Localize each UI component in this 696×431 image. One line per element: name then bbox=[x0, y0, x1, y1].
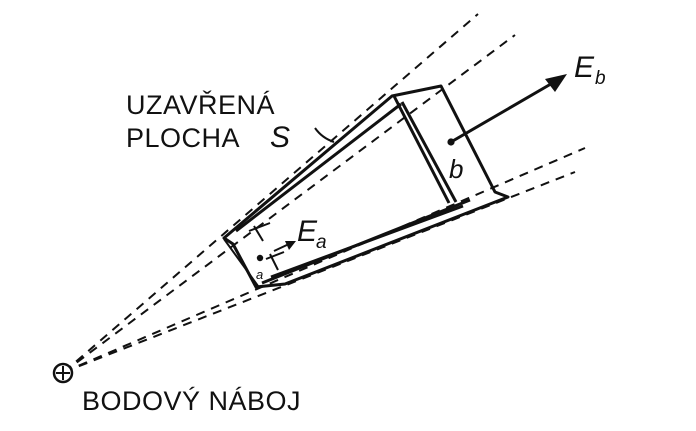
surface-top-edge-inner bbox=[235, 102, 402, 233]
field-b-symbol: E bbox=[574, 51, 595, 84]
cone-line-upper-outer bbox=[63, 13, 479, 373]
charge-label: BODOVÝ NÁBOJ bbox=[82, 386, 301, 416]
field-a-arrowhead bbox=[285, 241, 296, 250]
end-face-b-inner-edge bbox=[400, 101, 458, 203]
point-charge: BODOVÝ NÁBOJ bbox=[52, 362, 301, 416]
surface-label-pointer bbox=[314, 127, 335, 143]
surface-bottom-edge-inner bbox=[270, 204, 464, 279]
point-a-tick-bottom-bar bbox=[265, 251, 285, 260]
surface-label: UZAVŘENÁ PLOCHA S bbox=[126, 89, 335, 154]
point-b-group: b bbox=[447, 74, 567, 184]
point-a-label: a bbox=[256, 267, 263, 282]
field-a-subscript: a bbox=[316, 232, 327, 253]
cone-line-lower-inner bbox=[63, 147, 586, 373]
field-b-arrowhead bbox=[545, 74, 567, 92]
field-b-subscript: b bbox=[595, 68, 606, 89]
surface-label-line1: UZAVŘENÁ bbox=[126, 89, 275, 120]
point-b-label: b bbox=[449, 154, 463, 184]
surface-outline bbox=[222, 84, 510, 289]
field-a-arrow-shaft bbox=[273, 243, 290, 252]
point-a-dot bbox=[256, 254, 264, 262]
field-a-label: E a bbox=[297, 215, 327, 253]
point-a-tick-top-bar bbox=[248, 222, 271, 232]
field-cone-lines bbox=[63, 13, 586, 373]
field-b-label: E b bbox=[574, 51, 606, 89]
field-a-symbol: E bbox=[297, 215, 318, 248]
cone-line-upper-inner bbox=[63, 34, 516, 373]
end-face-a-edge bbox=[223, 238, 259, 287]
field-b-arrow-shaft bbox=[450, 79, 557, 144]
point-a-group: a bbox=[248, 222, 296, 282]
end-face-b-front-edge bbox=[392, 95, 451, 204]
surface-label-symbol: S bbox=[270, 121, 290, 154]
closed-surface bbox=[222, 84, 510, 289]
surface-label-line2: PLOCHA bbox=[126, 123, 240, 153]
